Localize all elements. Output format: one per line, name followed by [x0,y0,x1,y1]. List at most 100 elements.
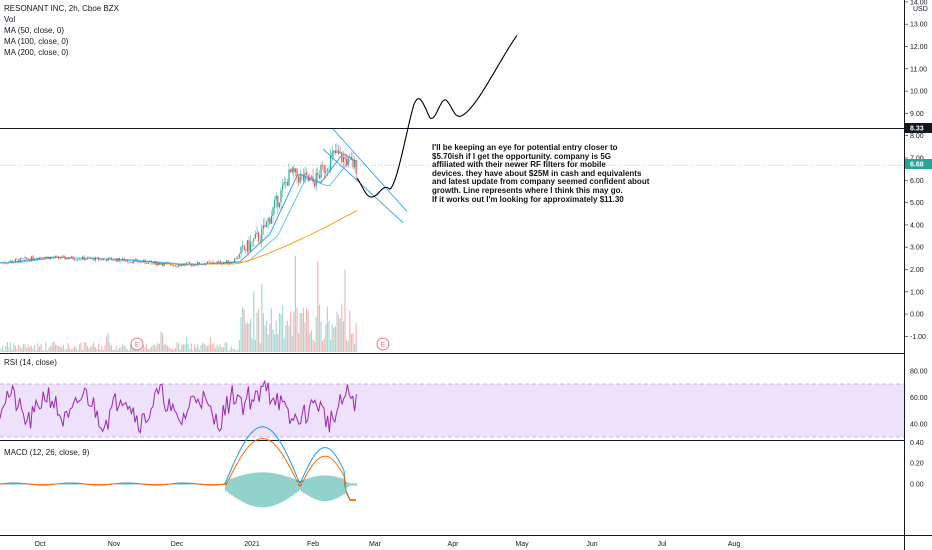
candle-body [80,259,82,260]
macd-hist-bar [13,483,15,485]
candle-body [267,218,269,222]
volume-bar [190,343,192,352]
macd-pane[interactable] [0,426,357,508]
candle-body [195,265,197,266]
ma100-legend[interactable]: MA (100, close, 0) [4,37,69,46]
candle-body [352,159,354,168]
macd-hist-bar [5,483,7,485]
chart-legend: RESONANT INC, 2h, Cboe BZX Vol MA (50, c… [4,3,119,58]
candle-body [210,261,212,263]
rsi-tick-label: 80.00 [910,368,928,375]
volume-bar [149,348,151,352]
candle-body [275,195,277,201]
candle-body [117,258,119,262]
volume-bar [227,350,229,352]
candle-body [16,259,18,260]
volume-bar [315,316,317,352]
candle-body [35,258,37,260]
candle-body [302,174,304,181]
time-axis[interactable]: Oct Nov Dec 2021 Feb Mar Apr May Jun Jul Aug [35,541,741,548]
candle-body [144,260,146,264]
volume-bar [182,344,184,352]
earnings-marker-2[interactable]: E [376,337,390,351]
volume-bar [254,339,256,352]
ma50-legend[interactable]: MA (50, close, 0) [4,26,65,35]
volume-bar [350,333,352,352]
rsi-title[interactable]: RSI (14, close) [4,358,57,367]
macd-hist-bar [127,483,129,485]
price-pane[interactable]: E E [0,35,904,352]
volume-bar [309,333,311,352]
price-tick-label: 11.00 [910,66,927,73]
macd-tick-label: 0.20 [910,461,924,468]
macd-hist-bar [325,475,327,502]
volume-bar [339,318,341,352]
volume-bar [146,344,148,352]
rsi-pane[interactable] [0,380,904,438]
candle-body [166,262,168,264]
candle-body [245,250,247,252]
volume-bar [355,323,357,352]
volume-bar [26,347,28,352]
candle-body [330,156,332,170]
volume-legend[interactable]: Vol [4,15,16,24]
candle-body [328,169,330,170]
macd-hist-bar [75,483,77,485]
candle-body [294,168,296,173]
ma200-legend[interactable]: MA (200, close, 0) [4,48,69,57]
price-axis[interactable]: 14.0013.0012.0011.0010.009.008.007.006.0… [904,0,928,489]
macd-hist-bar [337,477,339,498]
symbol-title[interactable]: RESONANT INC, 2h, Cboe BZX [4,4,119,13]
candle-body [43,258,45,260]
volume-bar [58,346,60,352]
rsi-tick-label: 40.00 [910,421,928,428]
price-tick-label: 2.00 [910,267,924,274]
candle-body [338,150,340,154]
candle-body [69,258,71,260]
volume-bar [218,347,220,352]
trendlines[interactable] [322,128,408,223]
volume-bar [275,320,277,352]
volume-bar [107,333,109,352]
volume-bar [24,344,26,352]
volume-bar [106,336,108,352]
candle-body [240,246,242,254]
volume-bar [274,333,276,352]
projection-path[interactable] [356,35,518,198]
volume-bar [115,346,117,352]
candle-body [318,174,320,179]
annotation-text[interactable]: I'll be keeping an eye for potential ent… [432,143,650,204]
volume-bar [250,318,252,352]
volume-bar [328,320,330,352]
candle-body [157,263,159,266]
earnings-marker-1[interactable]: E [130,337,144,351]
volume-bar [282,305,284,352]
volume-bar [112,349,114,352]
candle-body [136,259,138,262]
candle-body [94,257,96,261]
volume-bar [118,348,120,352]
macd-hist-bar [323,475,325,502]
volume-bar [128,350,130,352]
volume-bar [264,325,266,352]
volume-bar [261,284,263,352]
candle-body [283,182,285,185]
macd-hist-bar [133,483,135,485]
volume-bar [54,344,56,352]
macd-hist-bar [347,482,349,487]
candle-body [10,260,12,262]
volume-bar [72,348,74,352]
candle-body [306,172,308,175]
candle-body [213,262,215,264]
macd-hist-bar [177,483,179,485]
macd-hist-bar [265,472,267,508]
candle-body [170,263,172,265]
macd-title[interactable]: MACD (12, 26, close, 9) [4,448,90,457]
candle-body [237,257,239,259]
volume-bar [90,347,92,352]
candle-body [110,257,112,261]
candle-body [190,263,192,266]
macd-hist-bar [353,483,355,486]
macd-hist-bar [279,474,281,503]
